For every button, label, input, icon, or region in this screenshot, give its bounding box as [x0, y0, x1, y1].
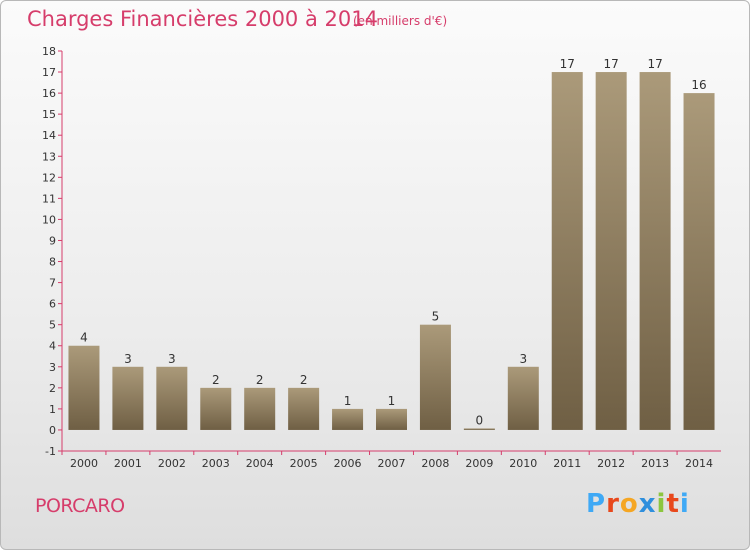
- x-tick-label: 2012: [597, 457, 625, 470]
- y-tick-label: 6: [49, 298, 56, 311]
- logo-letter: x: [638, 489, 657, 519]
- bar: [200, 387, 232, 430]
- y-tick-label: 17: [42, 66, 56, 79]
- bar-value-label: 17: [560, 57, 575, 71]
- y-tick-label: 10: [42, 213, 56, 226]
- x-tick-label: 2010: [509, 457, 537, 470]
- x-tick-label: 2007: [378, 457, 406, 470]
- bar-value-label: 1: [388, 394, 396, 408]
- bar: [639, 72, 671, 430]
- bar-value-label: 4: [80, 331, 88, 345]
- x-tick-label: 2014: [685, 457, 713, 470]
- bar: [595, 72, 627, 430]
- bar-value-label: 3: [168, 352, 176, 366]
- y-tick-label: 5: [49, 319, 56, 332]
- bar: [332, 408, 364, 430]
- logo-letter: i: [679, 489, 690, 519]
- chart-title: Charges Financières 2000 à 2014: [27, 7, 378, 31]
- bar: [68, 345, 100, 430]
- x-tick-label: 2011: [553, 457, 581, 470]
- bar: [288, 387, 320, 430]
- bar: [551, 72, 583, 430]
- bar: [463, 428, 495, 430]
- x-tick-label: 2005: [290, 457, 318, 470]
- y-tick-label: 4: [49, 340, 56, 353]
- y-tick-label: 3: [49, 361, 56, 374]
- y-tick-label: 16: [42, 87, 56, 100]
- chart-unit: (en milliers d'€): [353, 14, 448, 28]
- bar-value-label: 17: [647, 57, 662, 71]
- x-tick-label: 2004: [246, 457, 274, 470]
- bar: [156, 366, 188, 430]
- bar-value-label: 3: [124, 352, 132, 366]
- y-tick-label: 13: [42, 150, 56, 163]
- x-tick-label: 2000: [70, 457, 98, 470]
- x-tick-label: 2013: [641, 457, 669, 470]
- bar-value-label: 1: [344, 394, 352, 408]
- y-tick-label: 18: [42, 45, 56, 58]
- logo-letter: r: [606, 489, 620, 519]
- y-tick-label: 14: [42, 129, 56, 142]
- x-tick-label: 2003: [202, 457, 230, 470]
- x-tick-label: 2002: [158, 457, 186, 470]
- city-name: PORCARO: [35, 495, 125, 517]
- y-tick-label: 0: [49, 424, 56, 437]
- y-tick-label: -1: [45, 445, 56, 458]
- y-tick-label: 15: [42, 108, 56, 121]
- bar: [244, 387, 276, 430]
- bar: [376, 408, 407, 430]
- bar-value-label: 2: [256, 373, 264, 387]
- bar: [683, 93, 715, 430]
- y-tick-label: 11: [42, 192, 56, 205]
- x-tick-label: 2008: [421, 457, 449, 470]
- bar-value-label: 3: [519, 352, 527, 366]
- y-tick-label: 9: [49, 234, 56, 247]
- bar-value-label: 5: [432, 310, 440, 324]
- bar-value-label: 17: [604, 57, 619, 71]
- y-tick-label: 12: [42, 171, 56, 184]
- logo-letter: t: [666, 489, 680, 519]
- x-tick-label: 2001: [114, 457, 142, 470]
- x-tick-label: 2006: [334, 457, 362, 470]
- bar-value-label: 16: [691, 78, 706, 92]
- bar-value-label: 0: [476, 413, 484, 427]
- logo-letter: P: [586, 489, 607, 519]
- bar-value-label: 2: [300, 373, 308, 387]
- bar: [507, 366, 539, 430]
- bar: [112, 366, 144, 430]
- logo-letter: o: [619, 489, 639, 519]
- y-tick-label: 1: [49, 403, 56, 416]
- x-tick-label: 2009: [465, 457, 493, 470]
- bar: [419, 324, 451, 430]
- y-tick-label: 2: [49, 382, 56, 395]
- proxiti-logo: Proxiti: [586, 489, 690, 519]
- bar-value-label: 2: [212, 373, 220, 387]
- y-tick-label: 7: [49, 277, 56, 290]
- logo-letter: i: [656, 489, 667, 519]
- y-tick-label: 8: [49, 256, 56, 269]
